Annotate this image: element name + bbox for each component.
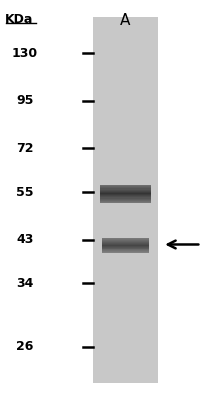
Bar (102, 244, 149, 245)
Text: 95: 95 (16, 94, 33, 107)
Bar (100, 197, 151, 198)
Bar (100, 190, 151, 191)
Text: 72: 72 (16, 142, 33, 155)
Bar (102, 238, 149, 239)
Bar (100, 191, 151, 192)
Bar (100, 187, 151, 188)
Bar (100, 192, 151, 193)
Bar (100, 186, 151, 187)
Bar (102, 245, 149, 246)
Text: 130: 130 (12, 46, 38, 60)
Bar (100, 202, 151, 203)
Bar (102, 251, 149, 252)
Bar (100, 196, 151, 197)
Bar (100, 201, 151, 202)
Bar (93, 17, 158, 383)
Bar (100, 193, 151, 194)
Bar (102, 248, 149, 250)
Bar (100, 200, 151, 201)
Bar (102, 246, 149, 247)
Bar (102, 240, 149, 241)
Bar (100, 198, 151, 200)
Bar (102, 250, 149, 251)
Text: KDa: KDa (5, 13, 33, 26)
Bar (102, 247, 149, 248)
Bar (100, 194, 151, 195)
Text: 55: 55 (16, 186, 33, 198)
Bar (102, 242, 149, 243)
Text: 43: 43 (16, 233, 33, 246)
Bar (102, 252, 149, 253)
Bar (100, 188, 151, 190)
Text: 34: 34 (16, 277, 33, 290)
Bar (100, 195, 151, 196)
Text: 26: 26 (16, 340, 33, 354)
Bar (100, 185, 151, 186)
Bar (102, 241, 149, 242)
Text: A: A (120, 13, 131, 28)
Bar (102, 239, 149, 240)
Bar (102, 243, 149, 244)
